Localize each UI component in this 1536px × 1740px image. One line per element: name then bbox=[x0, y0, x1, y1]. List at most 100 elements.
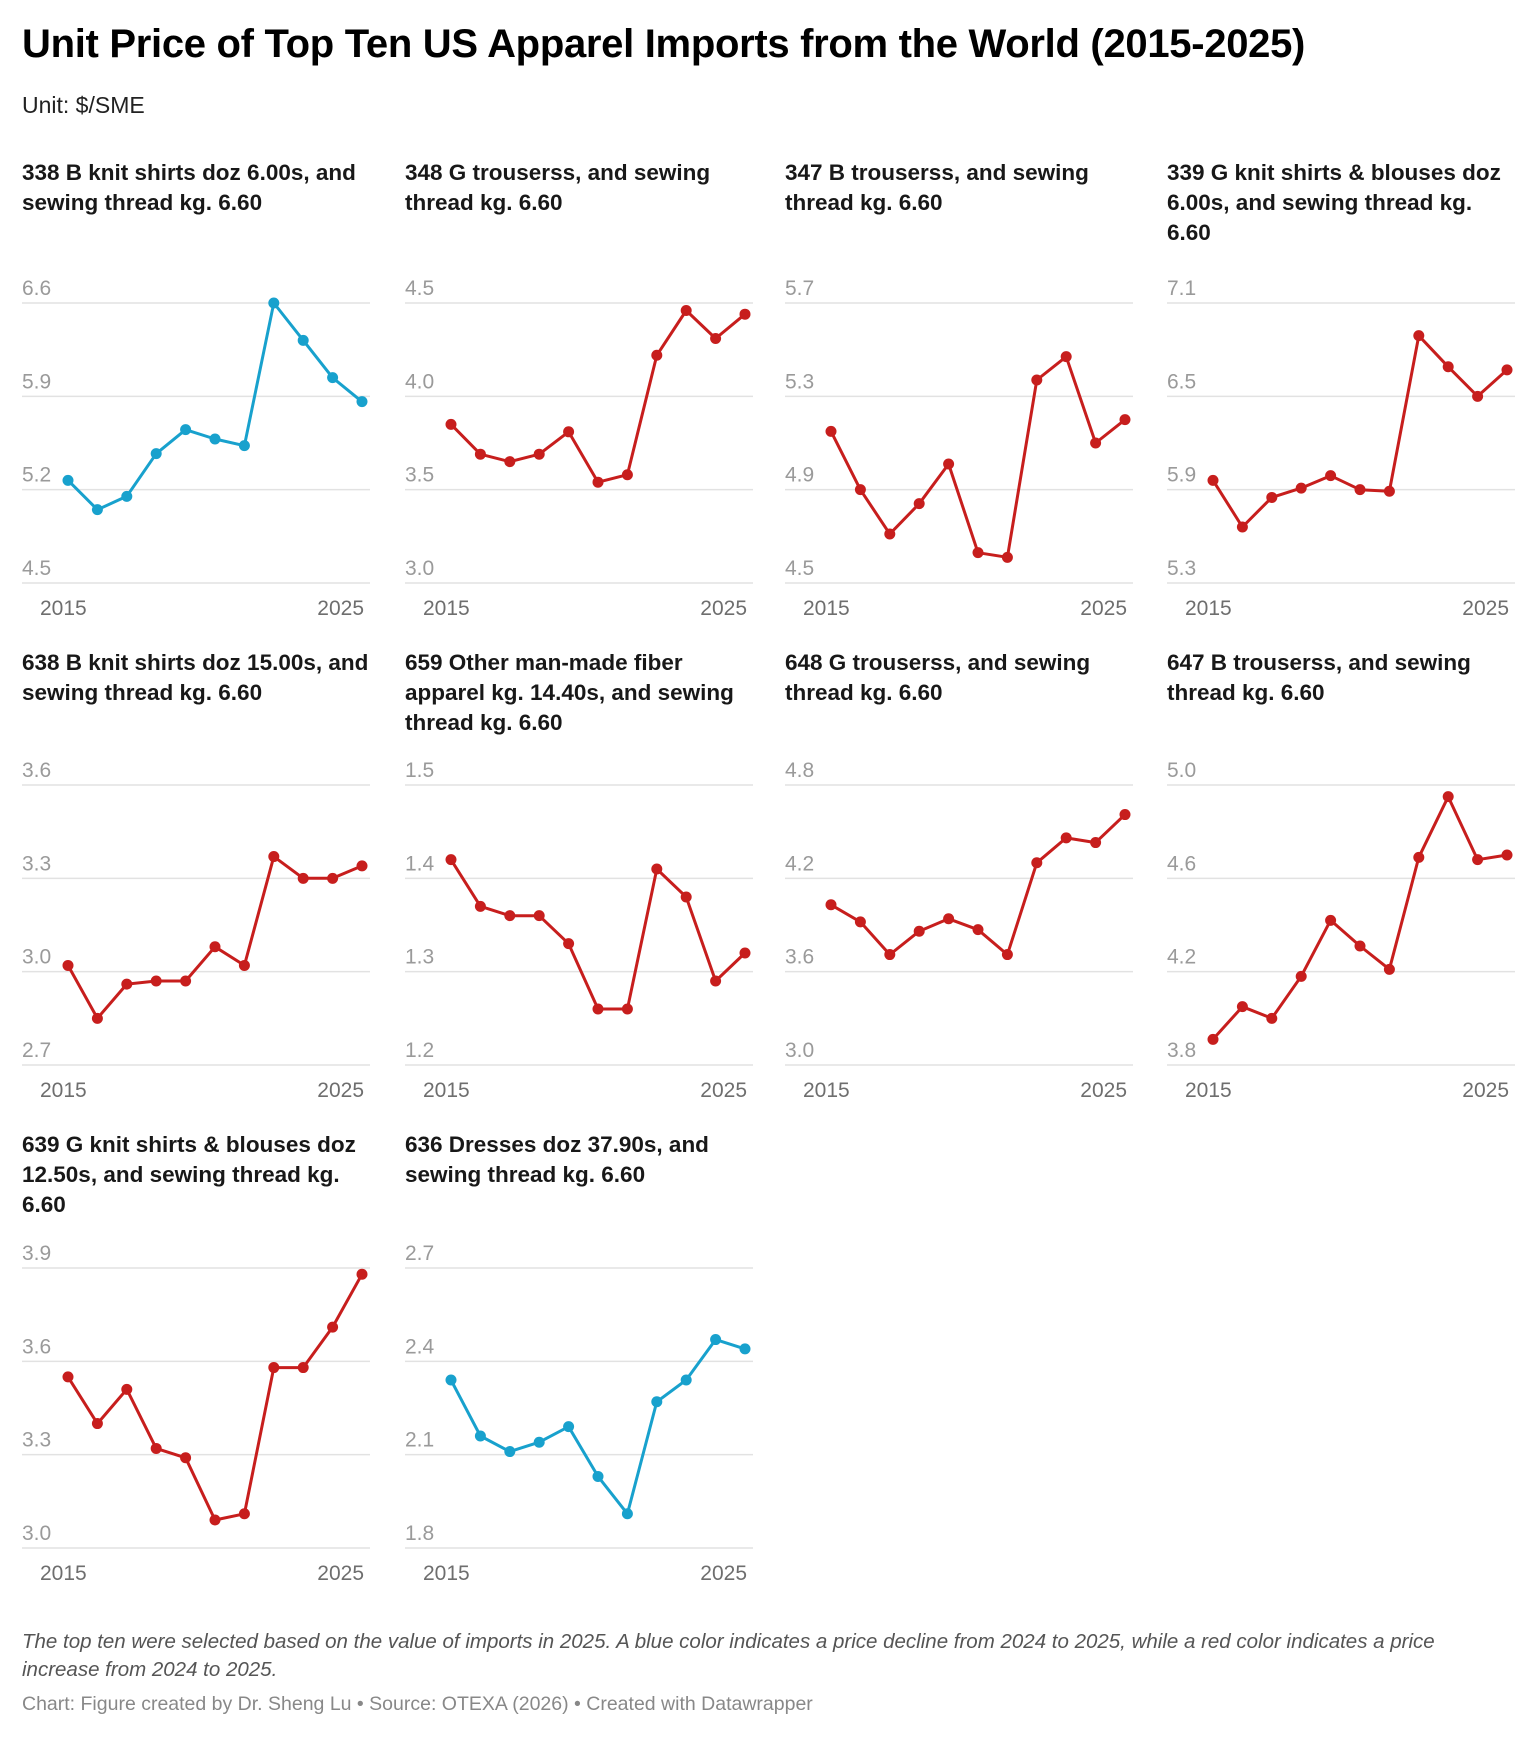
data-point[interactable]: 2025: 2.44 bbox=[739, 1343, 751, 1355]
data-point[interactable]: 2024: 2.47 bbox=[710, 1334, 722, 1346]
data-point[interactable]: 2018: 1.36 bbox=[533, 910, 545, 922]
data-point[interactable]: 2021: 5.53 bbox=[238, 440, 250, 452]
data-point[interactable]: 2015: 5.15 bbox=[825, 425, 837, 437]
data-point[interactable]: 2015: 3.91 bbox=[1207, 1033, 1219, 1045]
data-point[interactable]: 2015: 3.02 bbox=[62, 959, 74, 971]
data-point[interactable]: 2016: 3.92 bbox=[854, 916, 866, 928]
data-point[interactable]: 2018: 5.91 bbox=[1295, 482, 1307, 494]
data-point[interactable]: 2015: 5.27 bbox=[62, 474, 74, 486]
data-point[interactable]: 2021: 3.02 bbox=[238, 959, 250, 971]
data-point[interactable]: 2018: 3.86 bbox=[913, 925, 925, 937]
data-point[interactable]: 2019: 2.97 bbox=[180, 975, 192, 987]
data-point[interactable]: 2016: 3.4 bbox=[91, 1418, 103, 1430]
data-point[interactable]: 2018: 3.32 bbox=[150, 1442, 162, 1454]
data-point[interactable]: 2025: 4.61 bbox=[1119, 809, 1131, 821]
data-point[interactable]: 2020: 4.31 bbox=[1354, 940, 1366, 952]
data-point[interactable]: 2023: 4.46 bbox=[1060, 832, 1072, 844]
data-point[interactable]: 2019: 3.29 bbox=[180, 1452, 192, 1464]
data-point[interactable]: 2025: 3.88 bbox=[356, 1268, 368, 1280]
data-point[interactable]: 2015: 3.85 bbox=[445, 418, 457, 430]
data-point[interactable]: 2020: 3.09 bbox=[209, 1514, 221, 1526]
data-point[interactable]: 2017: 4 bbox=[1266, 1012, 1278, 1024]
data-point[interactable]: 2024: 3.71 bbox=[327, 1321, 339, 1333]
data-point[interactable]: 2025: 4.44 bbox=[739, 308, 751, 320]
data-point[interactable]: 2024: 6.5 bbox=[1472, 390, 1484, 402]
data-point[interactable]: 2020: 2.03 bbox=[592, 1470, 604, 1482]
data-point[interactable]: 2025: 4.7 bbox=[1501, 849, 1513, 861]
data-point[interactable]: 2023: 3.3 bbox=[297, 872, 309, 884]
data-point[interactable]: 2023: 4.46 bbox=[680, 304, 692, 316]
data-point[interactable]: 2017: 3.65 bbox=[504, 456, 516, 468]
data-point[interactable]: 2015: 2.34 bbox=[445, 1374, 457, 1386]
data-point[interactable]: 2019: 2.19 bbox=[563, 1421, 575, 1433]
data-point[interactable]: 2024: 6.04 bbox=[327, 372, 339, 384]
data-point[interactable]: 2023: 6.32 bbox=[297, 334, 309, 346]
data-point[interactable]: 2021: 3.58 bbox=[621, 469, 633, 481]
data-point[interactable]: 2019: 4.42 bbox=[1325, 914, 1337, 926]
data-point[interactable]: 2024: 3.3 bbox=[327, 872, 339, 884]
data-point[interactable]: 2018: 2.14 bbox=[533, 1436, 545, 1448]
data-point[interactable]: 2022: 4.3 bbox=[1031, 857, 1043, 869]
data-point[interactable]: 2017: 2.11 bbox=[504, 1446, 516, 1458]
data-point[interactable]: 2016: 1.37 bbox=[474, 900, 486, 912]
data-point[interactable]: 2015: 1.42 bbox=[445, 854, 457, 866]
data-point[interactable]: 2016: 5.05 bbox=[91, 504, 103, 516]
data-point[interactable]: 2016: 2.85 bbox=[91, 1012, 103, 1024]
data-point[interactable]: 2018: 3.69 bbox=[533, 448, 545, 460]
data-point[interactable]: 2019: 5.01 bbox=[943, 458, 955, 470]
data-point[interactable]: 2020: 3.08 bbox=[209, 941, 221, 953]
data-point[interactable]: 2022: 6.6 bbox=[268, 297, 280, 309]
data-point[interactable]: 2019: 5.99 bbox=[1325, 470, 1337, 482]
data-point[interactable]: 2023: 2.34 bbox=[680, 1374, 692, 1386]
data-point[interactable]: 2021: 5.89 bbox=[1383, 485, 1395, 497]
data-point[interactable]: 2024: 4.31 bbox=[710, 332, 722, 344]
data-point[interactable]: 2018: 4.84 bbox=[913, 498, 925, 510]
data-point[interactable]: 2020: 4.63 bbox=[972, 547, 984, 559]
data-point[interactable]: 2020: 3.87 bbox=[972, 924, 984, 936]
data-point[interactable]: 2025: 5.2 bbox=[1119, 414, 1131, 426]
data-point[interactable]: 2016: 3.69 bbox=[474, 448, 486, 460]
data-point[interactable]: 2022: 3.58 bbox=[268, 1362, 280, 1374]
data-point[interactable]: 2023: 4.95 bbox=[1442, 791, 1454, 803]
data-point[interactable]: 2022: 5.37 bbox=[1031, 374, 1043, 386]
data-point[interactable]: 2016: 2.16 bbox=[474, 1430, 486, 1442]
data-point[interactable]: 2017: 4.71 bbox=[884, 528, 896, 540]
data-point[interactable]: 2023: 1.38 bbox=[680, 891, 692, 903]
data-point[interactable]: 2021: 3.71 bbox=[1001, 949, 1013, 961]
data-point[interactable]: 2019: 3.94 bbox=[943, 913, 955, 925]
data-point[interactable]: 2015: 4.03 bbox=[825, 899, 837, 911]
data-point[interactable]: 2021: 3.11 bbox=[238, 1508, 250, 1520]
data-point[interactable]: 2021: 1.26 bbox=[621, 1003, 633, 1015]
data-point[interactable]: 2024: 4.68 bbox=[1472, 854, 1484, 866]
data-point[interactable]: 2017: 2.96 bbox=[121, 978, 133, 990]
data-point[interactable]: 2015: 5.96 bbox=[1207, 474, 1219, 486]
data-point[interactable]: 2023: 5.47 bbox=[1060, 351, 1072, 363]
data-point[interactable]: 2022: 3.37 bbox=[268, 851, 280, 863]
data-point[interactable]: 2022: 4.22 bbox=[651, 349, 663, 361]
data-point[interactable]: 2022: 1.41 bbox=[651, 863, 663, 875]
data-point[interactable]: 2017: 1.36 bbox=[504, 910, 516, 922]
data-point[interactable]: 2016: 4.9 bbox=[854, 484, 866, 496]
data-point[interactable]: 2016: 4.05 bbox=[1236, 1001, 1248, 1013]
data-point[interactable]: 2020: 5.9 bbox=[1354, 484, 1366, 496]
data-point[interactable]: 2021: 4.61 bbox=[1001, 551, 1013, 563]
data-point[interactable]: 2020: 1.26 bbox=[592, 1003, 604, 1015]
data-point[interactable]: 2024: 4.43 bbox=[1090, 837, 1102, 849]
data-point[interactable]: 2017: 5.15 bbox=[121, 490, 133, 502]
data-point[interactable]: 2019: 5.65 bbox=[180, 424, 192, 436]
data-point[interactable]: 2022: 4.69 bbox=[1413, 851, 1425, 863]
data-point[interactable]: 2025: 3.34 bbox=[356, 860, 368, 872]
data-point[interactable]: 2021: 1.91 bbox=[621, 1508, 633, 1520]
data-point[interactable]: 2016: 5.66 bbox=[1236, 521, 1248, 533]
data-point[interactable]: 2025: 6.67 bbox=[1501, 364, 1513, 376]
data-point[interactable]: 2017: 3.71 bbox=[884, 949, 896, 961]
data-point[interactable]: 2018: 4.18 bbox=[1295, 970, 1307, 982]
data-point[interactable]: 2019: 3.81 bbox=[563, 426, 575, 438]
data-point[interactable]: 2024: 1.29 bbox=[710, 975, 722, 987]
data-point[interactable]: 2025: 1.32 bbox=[739, 947, 751, 959]
data-point[interactable]: 2025: 5.86 bbox=[356, 396, 368, 408]
data-point[interactable]: 2022: 6.89 bbox=[1413, 330, 1425, 342]
data-point[interactable]: 2015: 3.55 bbox=[62, 1371, 74, 1383]
data-point[interactable]: 2019: 1.33 bbox=[563, 938, 575, 950]
data-point[interactable]: 2017: 5.85 bbox=[1266, 491, 1278, 503]
